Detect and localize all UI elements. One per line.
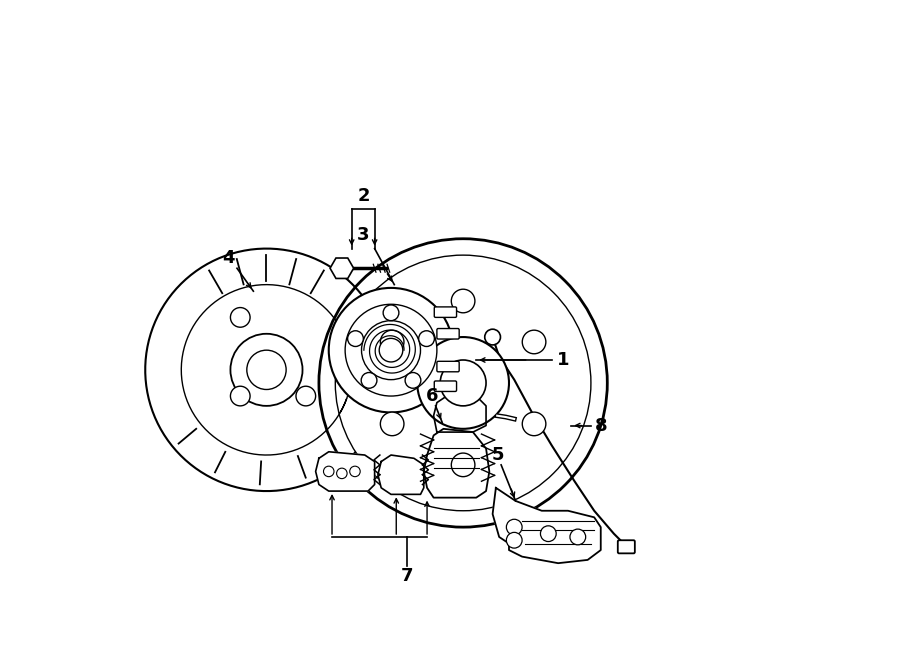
Circle shape — [522, 412, 546, 436]
Circle shape — [418, 337, 509, 429]
Text: 4: 4 — [222, 249, 235, 268]
Circle shape — [451, 290, 475, 313]
Circle shape — [319, 239, 608, 527]
Circle shape — [381, 330, 404, 354]
Text: 1: 1 — [556, 351, 569, 369]
Circle shape — [361, 373, 377, 388]
Polygon shape — [316, 451, 374, 491]
Circle shape — [362, 321, 420, 379]
Circle shape — [485, 329, 500, 345]
Text: 5: 5 — [491, 446, 504, 464]
Circle shape — [383, 305, 399, 321]
Circle shape — [522, 330, 546, 354]
Circle shape — [230, 307, 250, 327]
Circle shape — [570, 529, 586, 545]
Circle shape — [507, 532, 522, 548]
FancyBboxPatch shape — [435, 307, 456, 317]
Polygon shape — [378, 455, 424, 494]
Polygon shape — [145, 249, 388, 491]
Circle shape — [418, 330, 435, 346]
Circle shape — [345, 304, 436, 396]
Polygon shape — [434, 396, 486, 432]
Circle shape — [296, 386, 316, 406]
FancyBboxPatch shape — [436, 329, 459, 339]
Circle shape — [328, 288, 454, 412]
Circle shape — [350, 466, 360, 477]
Text: 6: 6 — [426, 387, 438, 405]
Text: 8: 8 — [594, 416, 608, 434]
Circle shape — [247, 350, 286, 389]
Text: 2: 2 — [357, 187, 370, 205]
Circle shape — [337, 468, 347, 479]
Circle shape — [323, 466, 334, 477]
Circle shape — [347, 330, 364, 346]
Polygon shape — [492, 488, 601, 563]
FancyBboxPatch shape — [436, 362, 459, 371]
Text: 3: 3 — [357, 227, 370, 245]
Circle shape — [440, 360, 486, 406]
Circle shape — [336, 255, 591, 511]
Circle shape — [379, 338, 403, 362]
FancyBboxPatch shape — [435, 381, 456, 391]
Circle shape — [230, 386, 250, 406]
Polygon shape — [424, 429, 490, 498]
Circle shape — [405, 373, 421, 388]
Circle shape — [507, 520, 522, 535]
Circle shape — [451, 453, 475, 477]
FancyBboxPatch shape — [617, 540, 634, 553]
Circle shape — [230, 334, 302, 406]
Circle shape — [541, 525, 556, 541]
Text: 7: 7 — [401, 567, 414, 585]
Circle shape — [381, 412, 404, 436]
